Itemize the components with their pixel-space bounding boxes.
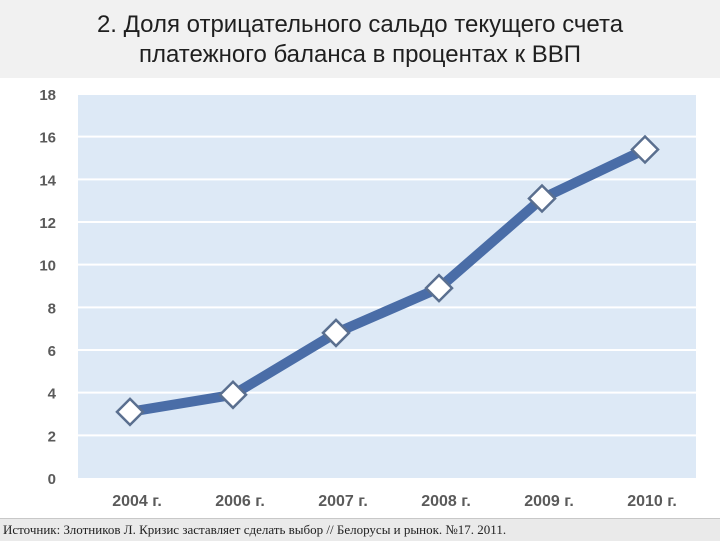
data-point bbox=[630, 134, 660, 165]
x-tick-label: 2004 г. bbox=[112, 493, 162, 510]
slide-title-line-2: платежного баланса в процентах к ВВП bbox=[138, 41, 582, 68]
y-tick-label: 12 bbox=[39, 215, 56, 232]
title-band bbox=[0, 0, 720, 78]
source-footer: Источник: Злотников Л. Кризис заставляет… bbox=[0, 518, 720, 541]
data-point bbox=[115, 397, 145, 427]
y-tick-label: 10 bbox=[39, 258, 56, 275]
y-tick-label: 18 bbox=[39, 87, 56, 104]
plot-area bbox=[78, 94, 696, 478]
y-tick-label: 4 bbox=[48, 386, 57, 403]
y-tick-label: 2 bbox=[48, 428, 56, 445]
data-point bbox=[424, 273, 454, 303]
data-point bbox=[218, 380, 248, 410]
x-tick-label: 2008 г. bbox=[421, 493, 471, 510]
x-tick-label: 2009 г. bbox=[524, 493, 574, 510]
x-tick-label: 2010 г. bbox=[627, 493, 677, 510]
y-tick-label: 16 bbox=[39, 130, 56, 147]
line-chart: 0 2 4 6 8 10 12 14 16 18 2004 г. 2006 г. 2007 г. 2008… bbox=[39, 87, 696, 510]
y-tick-label: 8 bbox=[48, 300, 56, 317]
y-tick-label: 6 bbox=[48, 343, 56, 360]
x-tick-label: 2006 г. bbox=[215, 493, 265, 510]
slide-title-line-1: 2. Доля отрицательного сальдо текущего с… bbox=[96, 11, 624, 38]
y-tick-label: 14 bbox=[39, 172, 56, 189]
series-line bbox=[125, 144, 650, 417]
source-citation: Источник: Злотников Л. Кризис заставляет… bbox=[3, 522, 507, 537]
data-point bbox=[321, 318, 351, 348]
data-point bbox=[527, 183, 557, 214]
y-tick-label: 0 bbox=[48, 471, 56, 488]
slide-title: 2. Доля отрицательного сальдо текущего с… bbox=[40, 10, 680, 70]
x-tick-label: 2007 г. bbox=[318, 493, 368, 510]
